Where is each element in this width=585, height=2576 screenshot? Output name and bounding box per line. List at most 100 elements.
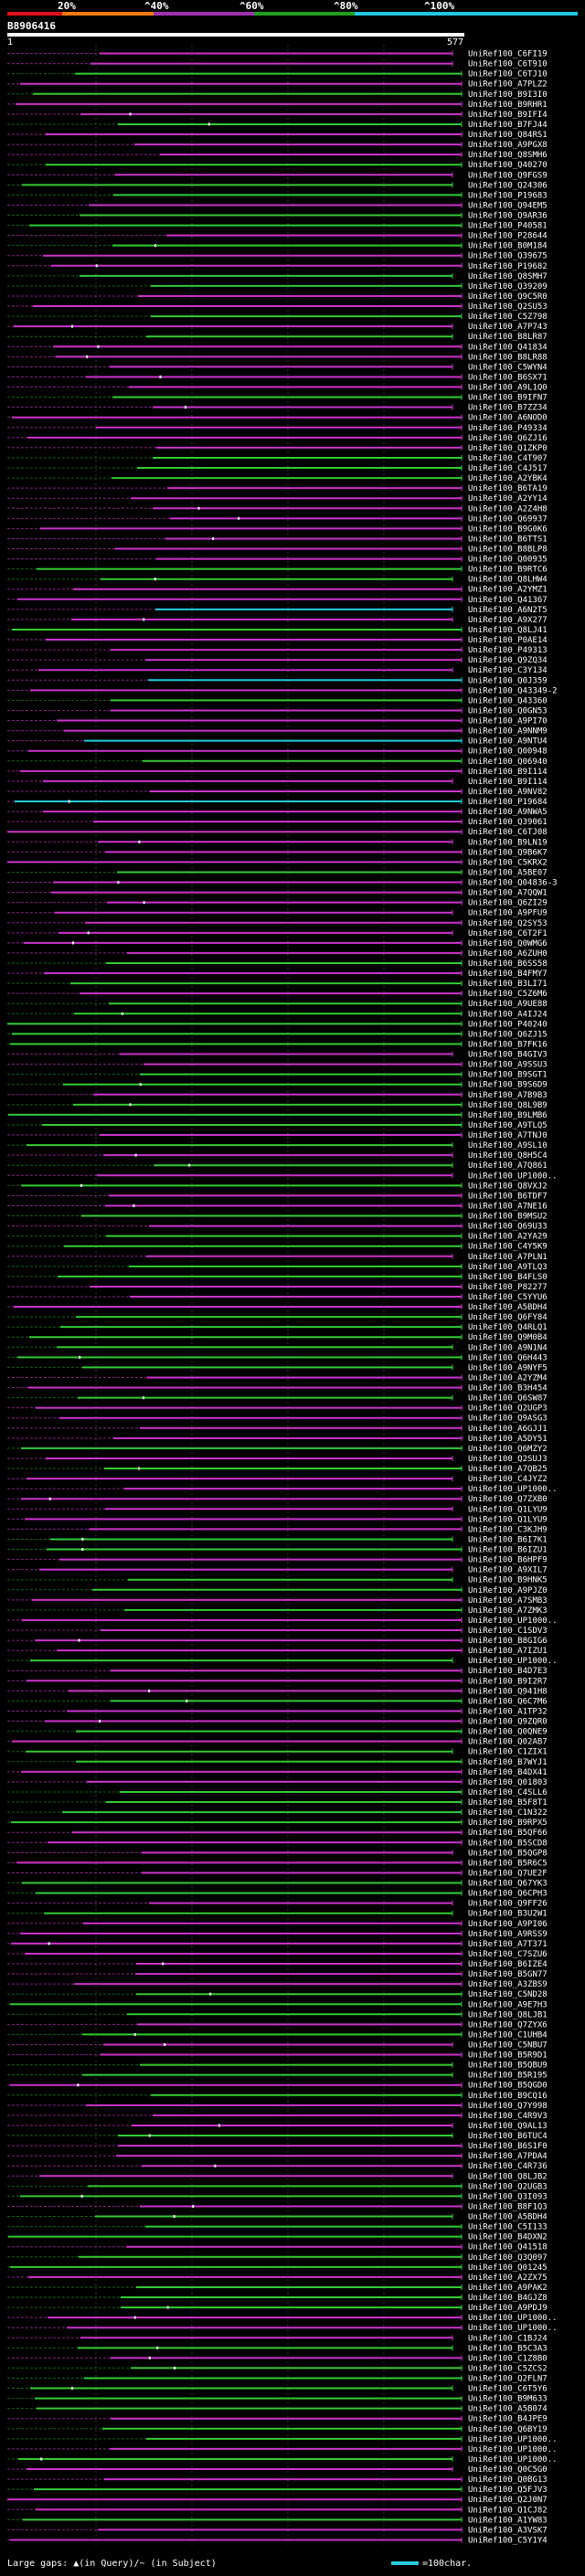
hit-label[interactable]: UniRef100_B8BLP8: [468, 546, 548, 555]
hit-label[interactable]: UniRef100_B8GIG6: [468, 1637, 548, 1646]
hit-label[interactable]: UniRef100_UP1000..: [468, 2324, 558, 2333]
hit-label[interactable]: UniRef100_A7PLZ2: [468, 80, 548, 90]
hit-label[interactable]: UniRef100_A9SL10: [468, 1141, 548, 1150]
hit-label[interactable]: UniRef100_Q9FGS9: [468, 171, 548, 180]
hit-label[interactable]: UniRef100_C4R9V3: [468, 2112, 548, 2121]
hit-label[interactable]: UniRef100_B5QBU9: [468, 2062, 548, 2071]
hit-label[interactable]: UniRef100_C5Y1Y4: [468, 2536, 548, 2545]
hit-label[interactable]: UniRef100_B9G0K6: [468, 525, 548, 534]
hit-label[interactable]: UniRef100_B6IZU1: [468, 1546, 548, 1555]
hit-label[interactable]: UniRef100_Q9C5R0: [468, 292, 548, 302]
hit-label[interactable]: UniRef100_A9TLQ3: [468, 1263, 548, 1272]
hit-label[interactable]: UniRef100_P49313: [468, 646, 548, 655]
hit-label[interactable]: UniRef100_A9PI06: [468, 1920, 548, 1929]
hit-label[interactable]: UniRef100_Q9ASG3: [468, 1415, 548, 1424]
hit-label[interactable]: UniRef100_A9NWA5: [468, 808, 548, 817]
hit-label[interactable]: UniRef100_Q0WMG6: [468, 939, 548, 949]
hit-label[interactable]: UniRef100_C4R736: [468, 2162, 548, 2171]
hit-label[interactable]: UniRef100_B5SCD8: [468, 1839, 548, 1848]
hit-label[interactable]: UniRef100_C6FI19: [468, 50, 548, 59]
hit-label[interactable]: UniRef100_A1TP32: [468, 1707, 548, 1716]
hit-label[interactable]: UniRef100_B4FLS0: [468, 1273, 548, 1282]
hit-label[interactable]: UniRef100_C4J517: [468, 464, 548, 473]
hit-label[interactable]: UniRef100_Q6ZI29: [468, 899, 548, 908]
hit-label[interactable]: UniRef100_B8LR88: [468, 353, 548, 362]
hit-label[interactable]: UniRef100_Q8VXJ2: [468, 1182, 548, 1191]
hit-label[interactable]: UniRef100_B9I114: [468, 778, 548, 787]
hit-label[interactable]: UniRef100_B5C3A3: [468, 2344, 548, 2353]
hit-label[interactable]: UniRef100_B4DX41: [468, 1768, 548, 1777]
hit-label[interactable]: UniRef100_A9NV82: [468, 788, 548, 797]
hit-label[interactable]: UniRef100_Q8SMH6: [468, 151, 548, 160]
hit-label[interactable]: UniRef100_Q69U33: [468, 1223, 548, 1232]
hit-label[interactable]: UniRef100_Q41367: [468, 596, 548, 605]
hit-label[interactable]: UniRef100_A7PDA4: [468, 2152, 548, 2161]
hit-label[interactable]: UniRef100_A3ZBS9: [468, 1980, 548, 1989]
hit-label[interactable]: UniRef100_UP1000..: [468, 1485, 558, 1494]
hit-label[interactable]: UniRef100_B0M184: [468, 242, 548, 251]
hit-label[interactable]: UniRef100_C4SLL6: [468, 1788, 548, 1797]
hit-label[interactable]: UniRef100_B4D7E3: [468, 1667, 548, 1676]
hit-label[interactable]: UniRef100_A9PFU9: [468, 909, 548, 918]
hit-label[interactable]: UniRef100_Q7ZYX6: [468, 2020, 548, 2030]
hit-label[interactable]: UniRef100_A9NYF5: [468, 1363, 548, 1373]
hit-label[interactable]: UniRef100_B6IZE4: [468, 1960, 548, 1969]
hit-label[interactable]: UniRef100_UP1000..: [468, 2435, 558, 2444]
hit-label[interactable]: UniRef100_B9IFI4: [468, 111, 548, 120]
hit-label[interactable]: UniRef100_Q7ZXB0: [468, 1495, 548, 1504]
hit-label[interactable]: UniRef100_B9IFN7: [468, 394, 548, 403]
hit-label[interactable]: UniRef100_Q6FY84: [468, 1313, 548, 1322]
hit-label[interactable]: UniRef100_Q8LHW4: [468, 576, 548, 585]
hit-label[interactable]: UniRef100_C6T2F1: [468, 929, 548, 938]
hit-label[interactable]: UniRef100_Q43360: [468, 696, 548, 705]
hit-label[interactable]: UniRef100_Q39061: [468, 818, 548, 827]
hit-label[interactable]: UniRef100_Q02AB7: [468, 1738, 548, 1747]
hit-label[interactable]: UniRef100_C5I133: [468, 2223, 548, 2232]
hit-label[interactable]: UniRef100_Q6H443: [468, 1353, 548, 1362]
hit-label[interactable]: UniRef100_B3U2W1: [468, 1910, 548, 1919]
hit-label[interactable]: UniRef100_A7T371: [468, 1940, 548, 1949]
hit-label[interactable]: UniRef100_Q3I093: [468, 2192, 548, 2201]
hit-label[interactable]: UniRef100_A9L1Q0: [468, 384, 548, 393]
hit-label[interactable]: UniRef100_A6GJJ1: [468, 1425, 548, 1434]
hit-label[interactable]: UniRef100_B7WYJ1: [468, 1758, 548, 1767]
hit-label[interactable]: UniRef100_P40240: [468, 1020, 548, 1029]
hit-label[interactable]: UniRef100_C5KRX2: [468, 858, 548, 867]
hit-label[interactable]: UniRef100_Q9AR36: [468, 212, 548, 221]
hit-label[interactable]: UniRef100_P28644: [468, 232, 548, 241]
hit-label[interactable]: UniRef100_Q6MZY2: [468, 1445, 548, 1454]
hit-label[interactable]: UniRef100_A2YZM4: [468, 1373, 548, 1383]
hit-label[interactable]: UniRef100_Q7UE2F: [468, 1869, 548, 1878]
hit-label[interactable]: UniRef100_Q84RS1: [468, 131, 548, 140]
hit-label[interactable]: UniRef100_B9M633: [468, 2395, 548, 2404]
hit-label[interactable]: UniRef100_A7TNJ0: [468, 1131, 548, 1140]
hit-label[interactable]: UniRef100_Q9AL13: [468, 2122, 548, 2131]
hit-label[interactable]: UniRef100_B6TDF7: [468, 1192, 548, 1201]
hit-label[interactable]: UniRef100_A9SSU3: [468, 1061, 548, 1070]
hit-label[interactable]: UniRef100_B6SS58: [468, 959, 548, 969]
hit-label[interactable]: UniRef100_P82277: [468, 1283, 548, 1292]
hit-label[interactable]: UniRef100_UP1000..: [468, 1171, 558, 1181]
hit-label[interactable]: UniRef100_Q8L9B9: [468, 1101, 548, 1110]
hit-label[interactable]: UniRef100_Q8LJB2: [468, 2172, 548, 2181]
hit-label[interactable]: UniRef100_B9HNK5: [468, 1576, 548, 1585]
hit-label[interactable]: UniRef100_C6T5Y6: [468, 2385, 548, 2394]
hit-label[interactable]: UniRef100_C5ND28: [468, 1990, 548, 1999]
hit-label[interactable]: UniRef100_B9LMB6: [468, 1111, 548, 1120]
hit-label[interactable]: UniRef100_B7ZZ34: [468, 404, 548, 413]
hit-label[interactable]: UniRef100_Q8H5C4: [468, 1151, 548, 1161]
hit-label[interactable]: UniRef100_Q43349-2: [468, 686, 558, 695]
hit-label[interactable]: UniRef100_A2YA29: [468, 1233, 548, 1242]
hit-label[interactable]: UniRef100_A7QQW1: [468, 889, 548, 898]
hit-label[interactable]: UniRef100_P49334: [468, 424, 548, 433]
hit-label[interactable]: UniRef100_Q04836-3: [468, 879, 558, 888]
hit-label[interactable]: UniRef100_Q06940: [468, 758, 548, 767]
hit-label[interactable]: UniRef100_A2ZX75: [468, 2274, 548, 2283]
hit-label[interactable]: UniRef100_C1BJ24: [468, 2334, 548, 2343]
hit-label[interactable]: UniRef100_B4FMY7: [468, 970, 548, 979]
hit-label[interactable]: UniRef100_C4Y5K9: [468, 1243, 548, 1252]
hit-label[interactable]: UniRef100_B6S1F0: [468, 2142, 548, 2151]
hit-label[interactable]: UniRef100_A5BDH4: [468, 1303, 548, 1312]
hit-label[interactable]: UniRef100_C5Z6M6: [468, 990, 548, 999]
hit-label[interactable]: UniRef100_A5BDH4: [468, 2213, 548, 2222]
